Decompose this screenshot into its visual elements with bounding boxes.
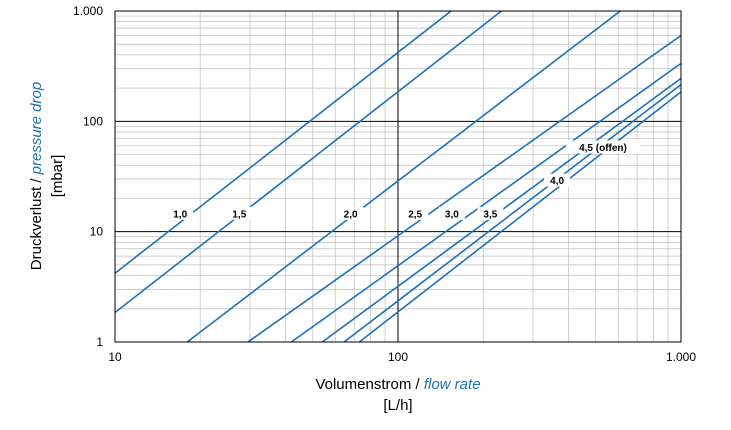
y-tick-label: 10 bbox=[90, 225, 104, 239]
y-tick-label: 1.000 bbox=[73, 4, 103, 18]
series-label-background bbox=[167, 206, 194, 220]
y-axis-title-accent: pressure drop bbox=[28, 82, 45, 176]
series-label-background bbox=[402, 206, 429, 220]
series-line-7 bbox=[343, 84, 682, 343]
series-label-background bbox=[226, 206, 253, 220]
series-line-8 bbox=[358, 91, 682, 343]
x-tick-label: 10 bbox=[108, 350, 122, 364]
series-label-background bbox=[438, 206, 465, 220]
series-label-5: 3,0 bbox=[445, 209, 459, 220]
y-tick-labels: 1 10 100 1.000 bbox=[73, 4, 103, 349]
x-axis-unit: [L/h] bbox=[383, 397, 412, 414]
series-label-3: 2,0 bbox=[344, 209, 358, 220]
series-line-1 bbox=[114, 10, 452, 274]
series-line-2 bbox=[114, 10, 502, 314]
y-axis-title: Druckverlust / pressure drop bbox=[28, 82, 45, 270]
y-axis-unit: [mbar] bbox=[49, 155, 66, 198]
series-line-5 bbox=[290, 62, 682, 343]
series-label-background bbox=[477, 206, 504, 220]
series-label-background bbox=[337, 206, 364, 220]
series-label-4: 2,5 bbox=[408, 209, 422, 220]
x-tick-label: 1.000 bbox=[666, 350, 696, 364]
series-line-3 bbox=[186, 10, 621, 343]
x-tick-labels: 10 100 1.000 bbox=[108, 350, 696, 364]
x-axis-title: Volumenstrom / flow rate bbox=[315, 376, 480, 393]
series-label-7: 4,0 bbox=[550, 176, 564, 187]
series-label-background bbox=[544, 173, 571, 187]
series-labels: 1,0 1,5 2,0 2,5 3,0 3,5 4,0 4,5 (offen) bbox=[167, 140, 640, 220]
series-label-8: 4,5 (offen) bbox=[579, 143, 627, 154]
series-label-background bbox=[565, 140, 640, 154]
x-axis-title-main: Volumenstrom / bbox=[315, 376, 423, 393]
y-tick-label: 1 bbox=[96, 335, 103, 349]
series-label-6: 3,5 bbox=[483, 209, 497, 220]
y-tick-label: 100 bbox=[83, 114, 103, 128]
series-line-4 bbox=[247, 34, 682, 343]
x-axis-title-accent: flow rate bbox=[424, 376, 481, 393]
series-label-1: 1,0 bbox=[173, 209, 187, 220]
series-label-2: 1,5 bbox=[232, 209, 246, 220]
y-axis-title-main: Druckverlust / bbox=[28, 174, 45, 270]
x-tick-label: 100 bbox=[388, 350, 408, 364]
plot-frame bbox=[114, 10, 682, 343]
